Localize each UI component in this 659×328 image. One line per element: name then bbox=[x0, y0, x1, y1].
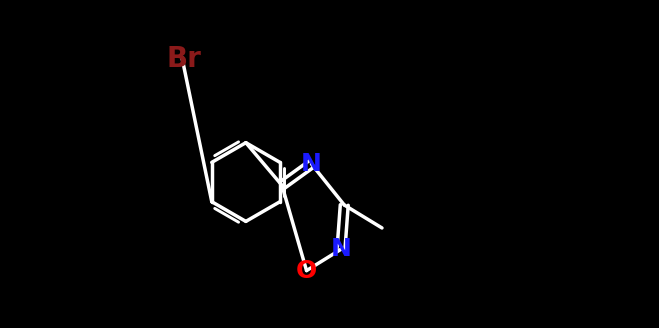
Text: N: N bbox=[301, 152, 322, 176]
Text: Br: Br bbox=[166, 45, 201, 73]
Text: N: N bbox=[331, 237, 351, 261]
Text: O: O bbox=[296, 258, 317, 283]
